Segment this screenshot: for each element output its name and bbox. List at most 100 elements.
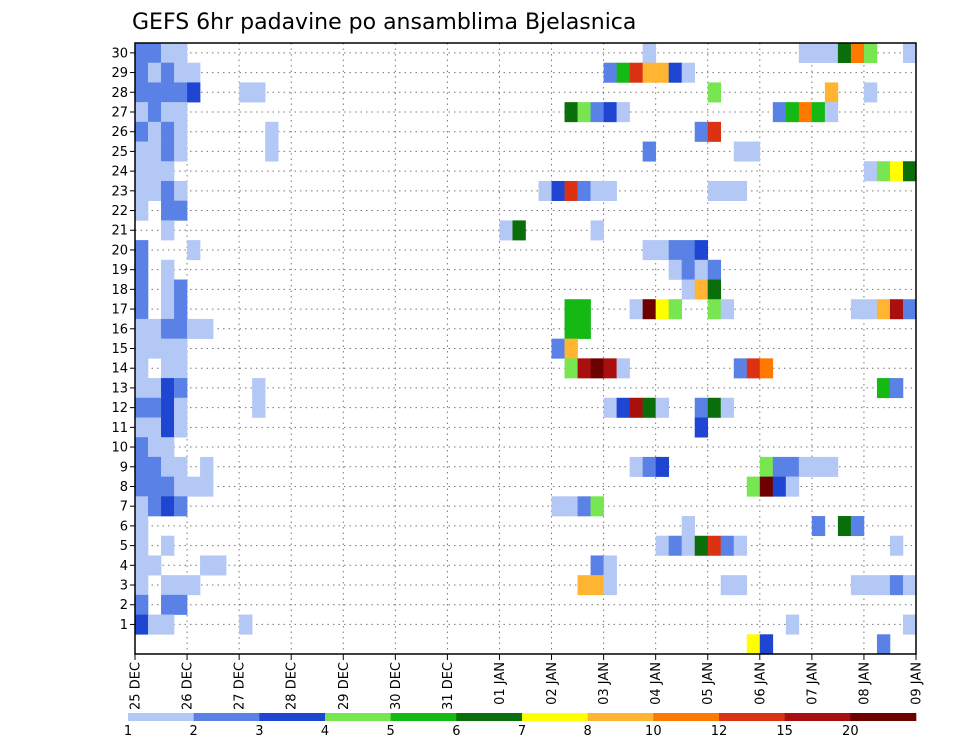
heatmap-cell bbox=[135, 516, 149, 537]
heatmap-cell bbox=[642, 141, 656, 162]
heatmap-cell bbox=[265, 121, 279, 142]
heatmap-cell bbox=[655, 240, 669, 261]
x-tick-label: 25 DEC bbox=[129, 662, 144, 710]
heatmap-cell bbox=[174, 476, 188, 497]
heatmap-cell bbox=[642, 456, 656, 477]
heatmap-cell bbox=[161, 318, 175, 339]
heatmap-cell bbox=[577, 180, 591, 201]
heatmap-cell bbox=[174, 43, 188, 64]
heatmap-cell bbox=[759, 476, 774, 497]
heatmap-cell bbox=[499, 220, 513, 241]
heatmap-cell bbox=[551, 338, 565, 359]
heatmap-cell bbox=[616, 62, 630, 83]
colorbar-segment bbox=[653, 713, 720, 721]
heatmap-cell bbox=[772, 456, 787, 477]
heatmap-cell bbox=[135, 614, 149, 635]
heatmap-cell bbox=[161, 575, 175, 596]
heatmap-cell bbox=[889, 299, 904, 320]
heatmap-cell bbox=[863, 82, 878, 103]
colorbar-segment bbox=[390, 713, 457, 721]
heatmap-cell bbox=[655, 535, 669, 556]
heatmap-cell bbox=[772, 476, 787, 497]
heatmap-cell bbox=[746, 141, 761, 162]
y-tick-label: 4 bbox=[120, 559, 128, 574]
y-tick-label: 1 bbox=[120, 618, 128, 633]
heatmap-cell bbox=[161, 496, 175, 517]
heatmap-cell bbox=[746, 358, 761, 379]
heatmap-cell bbox=[720, 180, 735, 201]
heatmap-cell bbox=[759, 456, 774, 477]
x-axis-ticks: 25 DEC 26 DEC 27 DEC 28 DEC 29 DEC 30 DEC 31 D… bbox=[129, 654, 925, 710]
heatmap-cell bbox=[252, 378, 266, 399]
heatmap-cell bbox=[798, 43, 813, 64]
heatmap-cell bbox=[135, 397, 149, 418]
heatmap-cell bbox=[811, 102, 826, 123]
x-tick-label: 02 JAN bbox=[545, 662, 560, 705]
heatmap-cell bbox=[707, 259, 722, 280]
heatmap-cell bbox=[135, 555, 149, 576]
heatmap-cell bbox=[720, 299, 735, 320]
heatmap-cell bbox=[668, 299, 682, 320]
colorbar-label: 3 bbox=[255, 724, 263, 739]
heatmap-cell bbox=[850, 299, 865, 320]
y-tick-label: 14 bbox=[111, 362, 128, 377]
heatmap-cell bbox=[642, 240, 656, 261]
heatmap-cell bbox=[174, 358, 188, 379]
heatmap-cell bbox=[590, 575, 604, 596]
heatmap-cell bbox=[707, 397, 722, 418]
heatmap-cell bbox=[135, 259, 149, 280]
heatmap-cell bbox=[148, 141, 162, 162]
heatmap-cell bbox=[655, 397, 669, 418]
colorbar-label: 8 bbox=[584, 724, 592, 739]
heatmap-cell bbox=[174, 575, 188, 596]
heatmap-cell bbox=[590, 180, 604, 201]
heatmap-cell bbox=[603, 555, 617, 576]
heatmap-cell bbox=[655, 62, 669, 83]
heatmap-cell bbox=[707, 180, 722, 201]
y-tick-label: 19 bbox=[111, 263, 128, 278]
colorbar-segment bbox=[259, 713, 326, 721]
heatmap-cell bbox=[694, 259, 709, 280]
heatmap-cell bbox=[590, 496, 604, 517]
heatmap-cell bbox=[889, 378, 904, 399]
heatmap-cell bbox=[148, 62, 162, 83]
heatmap-cell bbox=[876, 299, 891, 320]
heatmap-cell bbox=[148, 417, 162, 438]
heatmap-cell bbox=[733, 358, 748, 379]
heatmap-cell bbox=[161, 299, 175, 320]
heatmap-cell bbox=[551, 496, 565, 517]
y-tick-label: 13 bbox=[111, 381, 128, 396]
heatmap-cell bbox=[161, 161, 175, 182]
colorbar-segment bbox=[719, 713, 785, 721]
colorbar-segment bbox=[325, 713, 391, 721]
heatmap-cell bbox=[135, 200, 149, 221]
heatmap-cell bbox=[174, 456, 188, 477]
heatmap-cell bbox=[824, 102, 839, 123]
heatmap-cell bbox=[603, 358, 617, 379]
heatmap-cell bbox=[785, 614, 800, 635]
heatmap-cell bbox=[876, 161, 891, 182]
heatmap-cell bbox=[174, 378, 188, 399]
heatmap-cell bbox=[239, 614, 253, 635]
heatmap-cell bbox=[681, 259, 696, 280]
heatmap-cell bbox=[720, 397, 735, 418]
x-tick-label: 04 JAN bbox=[649, 662, 664, 705]
colorbar-label: 6 bbox=[452, 724, 460, 739]
heatmap-cell bbox=[785, 476, 800, 497]
heatmap-cell bbox=[616, 397, 630, 418]
heatmap-cell bbox=[161, 180, 175, 201]
heatmap-cell bbox=[902, 614, 917, 635]
heatmap-cell bbox=[902, 161, 917, 182]
heatmap-cell bbox=[668, 62, 682, 83]
heatmap-cell bbox=[694, 417, 709, 438]
heatmap-cell bbox=[148, 161, 162, 182]
heatmap-cell bbox=[187, 62, 201, 83]
y-tick-label: 24 bbox=[111, 165, 128, 180]
heatmap-cell bbox=[694, 397, 709, 418]
heatmap-cell bbox=[759, 358, 774, 379]
heatmap-cell bbox=[174, 141, 188, 162]
heatmap-cell bbox=[577, 299, 591, 320]
heatmap-cell bbox=[174, 496, 188, 517]
heatmap-cell bbox=[746, 634, 761, 655]
heatmap-cell bbox=[161, 121, 175, 142]
